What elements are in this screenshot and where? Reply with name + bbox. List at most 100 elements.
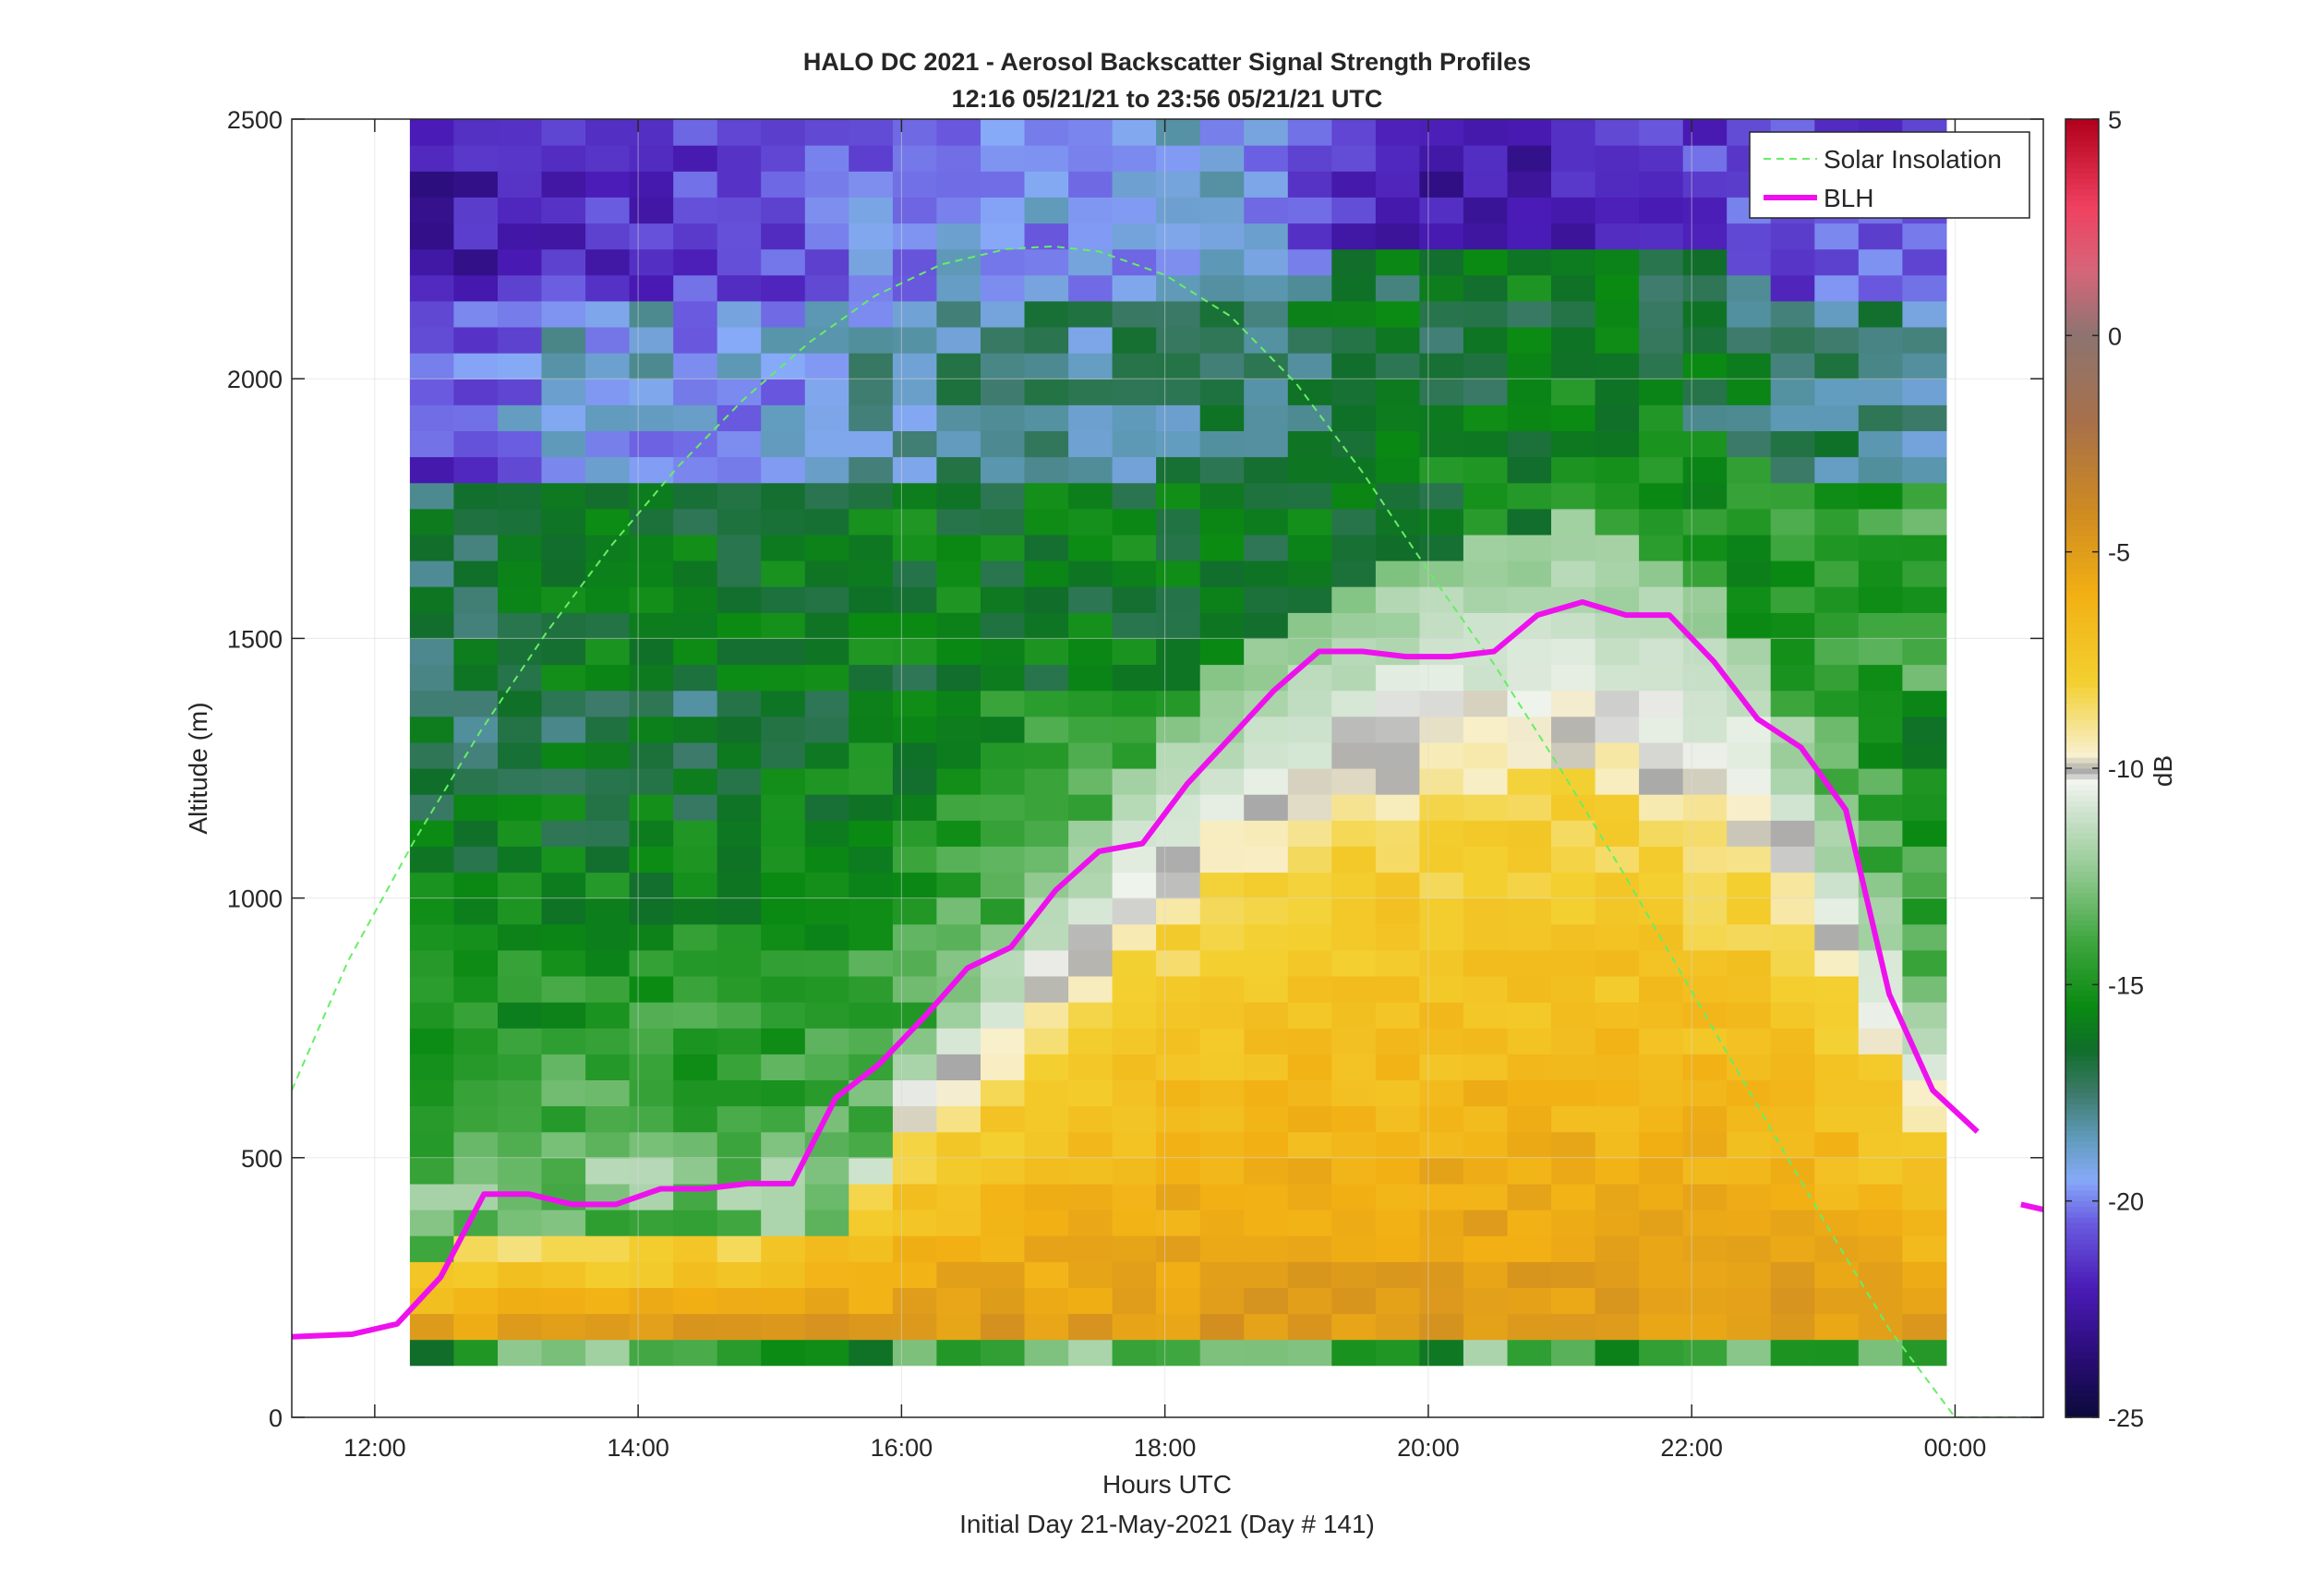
heatmap-cell — [1682, 1183, 1728, 1211]
heatmap-cell — [1287, 664, 1332, 692]
heatmap-cell — [1595, 1183, 1640, 1211]
heatmap-cell — [1507, 508, 1552, 536]
heatmap-cell — [1814, 223, 1860, 250]
colorbar-segment — [2065, 735, 2099, 742]
heatmap-cell — [849, 794, 894, 821]
heatmap-cell — [673, 327, 718, 354]
heatmap-cell — [761, 846, 806, 873]
heatmap-cell — [409, 1339, 454, 1367]
heatmap-cell — [1244, 171, 1289, 198]
heatmap-cell — [1024, 223, 1069, 250]
heatmap-cell — [1199, 586, 1245, 613]
heatmap-cell — [1814, 1210, 1860, 1236]
heatmap-cell — [1727, 949, 1772, 977]
heatmap-cell — [1507, 300, 1552, 328]
heatmap-cell — [629, 300, 674, 328]
heatmap-cell — [1419, 534, 1464, 561]
heatmap-cell — [498, 1105, 543, 1133]
heatmap-cell — [1419, 1002, 1464, 1029]
heatmap-cell — [1682, 223, 1728, 250]
heatmap-cell — [936, 274, 981, 302]
heatmap-cell — [849, 586, 894, 613]
heatmap-cell — [1287, 1105, 1332, 1133]
heatmap-cell — [1112, 508, 1157, 536]
heatmap-cell — [804, 716, 849, 743]
heatmap-cell — [1463, 300, 1508, 328]
heatmap-cell — [804, 1339, 849, 1367]
colorbar-segment — [2065, 1412, 2099, 1418]
heatmap-cell — [629, 1235, 674, 1262]
heatmap-cell — [761, 1054, 806, 1080]
heatmap-cell — [1156, 145, 1201, 172]
heatmap-cell — [1112, 1235, 1157, 1262]
heatmap-cell — [1287, 872, 1332, 899]
heatmap-cell — [673, 274, 718, 302]
heatmap-cell — [1551, 327, 1596, 354]
heatmap-cell — [1331, 145, 1377, 172]
heatmap-cell — [1419, 1235, 1464, 1262]
heatmap-cell — [1727, 1105, 1772, 1133]
heatmap-cell — [629, 274, 674, 302]
heatmap-cell — [1727, 1339, 1772, 1367]
heatmap-cell — [541, 820, 586, 847]
colorbar-segment — [2065, 1223, 2099, 1229]
heatmap-cell — [1639, 404, 1684, 431]
heatmap-cell — [1463, 897, 1508, 925]
heatmap-cell — [1068, 1261, 1114, 1288]
heatmap-cell — [1595, 379, 1640, 405]
heatmap-cell — [541, 534, 586, 561]
colorbar-segment — [2065, 1200, 2099, 1208]
heatmap-cell — [716, 300, 762, 328]
colorbar-segment — [2065, 1379, 2099, 1386]
heatmap-cell — [981, 741, 1026, 769]
colorbar-segment — [2065, 157, 2099, 163]
heatmap-cell — [1551, 1054, 1596, 1080]
heatmap-cell — [1419, 482, 1464, 510]
heatmap-cell — [585, 1313, 631, 1341]
heatmap-cell — [981, 690, 1026, 717]
heatmap-cell — [1068, 949, 1114, 977]
heatmap-cell — [1682, 171, 1728, 198]
heatmap-cell — [1331, 1054, 1377, 1080]
heatmap-cell — [1639, 327, 1684, 354]
colorbar-segment — [2065, 1406, 2099, 1413]
heatmap-cell — [1727, 1028, 1772, 1054]
heatmap-cell — [453, 274, 499, 302]
heatmap-cell — [892, 820, 937, 847]
heatmap-cell — [453, 119, 499, 146]
heatmap-cell — [409, 612, 454, 639]
heatmap-cell — [541, 379, 586, 405]
heatmap-cell — [1639, 586, 1684, 613]
blh-line — [292, 599, 1980, 1340]
colorbar-segment — [2065, 498, 2099, 504]
heatmap-cell — [498, 741, 543, 769]
heatmap-cell — [981, 171, 1026, 198]
heatmap-cell — [716, 456, 762, 484]
heatmap-cell — [1419, 1313, 1464, 1341]
heatmap-cell — [761, 482, 806, 510]
heatmap-cell — [981, 1105, 1026, 1133]
heatmap-cell — [716, 430, 762, 458]
heatmap-cell — [761, 820, 806, 847]
heatmap-cell — [1507, 872, 1552, 899]
heatmap-cell — [673, 404, 718, 431]
colorbar-segment — [2065, 1174, 2099, 1180]
heatmap-cell — [981, 1002, 1026, 1029]
heatmap-cell — [498, 716, 543, 743]
heatmap-cell — [585, 741, 631, 769]
heatmap-cell — [498, 612, 543, 639]
heatmap-cell — [716, 1235, 762, 1262]
heatmap-cell — [1639, 1235, 1684, 1262]
heatmap-cell — [1068, 379, 1114, 405]
heatmap-cell — [1727, 430, 1772, 458]
heatmap-cell — [453, 897, 499, 925]
heatmap-cell — [1595, 1261, 1640, 1288]
heatmap-cell — [1770, 353, 1815, 379]
colorbar-segment — [2065, 995, 2099, 1002]
heatmap-cell — [629, 612, 674, 639]
heatmap-cell — [1727, 1287, 1772, 1315]
heatmap-cell — [1244, 1235, 1289, 1262]
heatmap-cell — [498, 1339, 543, 1367]
colorbar-segment — [2065, 1066, 2099, 1072]
heatmap-cell — [1463, 1157, 1508, 1185]
